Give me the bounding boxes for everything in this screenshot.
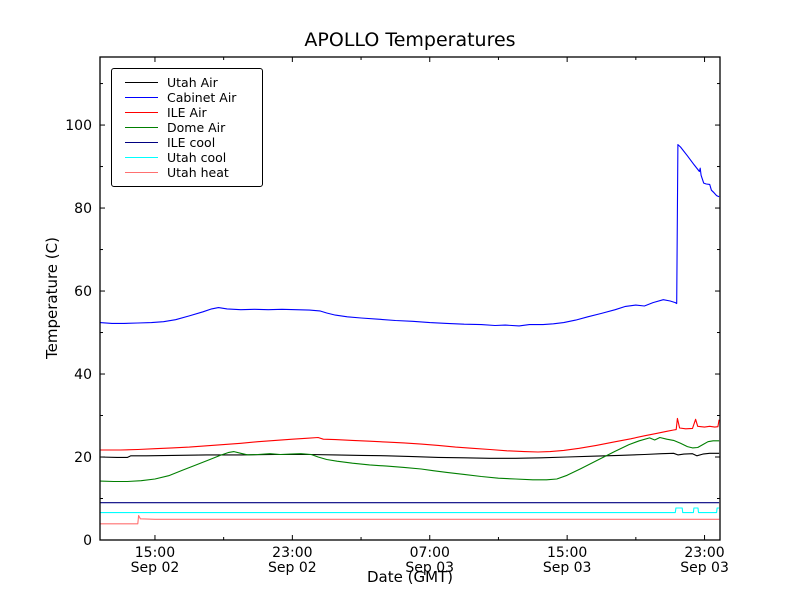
x-tick-label-time: 15:00 (547, 545, 587, 561)
series-line-cabinet-air (99, 144, 720, 327)
legend-label: Utah cool (167, 150, 227, 165)
legend-entry: Utah heat (125, 165, 262, 180)
legend-line-sample (125, 82, 158, 83)
legend-entry: ILE cool (125, 135, 262, 150)
x-tick-label-time: 23:00 (272, 545, 312, 561)
plot-frame (99, 56, 721, 541)
x-tick-label-time: 23:00 (684, 545, 724, 561)
legend-label: Dome Air (167, 120, 226, 135)
legend-line-sample (125, 157, 158, 158)
series-line-utah-cool (100, 507, 720, 514)
x-tick-label-date: Sep 03 (405, 560, 454, 576)
x-tick-label-date: Sep 02 (268, 560, 317, 576)
x-tick-label-date: Sep 03 (543, 560, 592, 576)
legend-entry: Cabinet Air (125, 90, 262, 105)
series-line-utah-heat (100, 514, 720, 525)
legend-label: Cabinet Air (167, 90, 237, 105)
x-tick-label-time: 07:00 (410, 545, 450, 561)
legend-entry: Utah Air (125, 75, 262, 90)
legend-entry: ILE Air (125, 105, 262, 120)
y-tick-label: 40 (74, 367, 92, 383)
series-line-ile-air (100, 417, 720, 453)
y-tick-label: 80 (74, 201, 92, 217)
legend-label: Utah Air (167, 75, 218, 90)
legend-entry: Utah cool (125, 150, 262, 165)
chart-title: APOLLO Temperatures (304, 29, 516, 51)
series-line-utah-air (99, 452, 720, 459)
legend-line-sample (125, 112, 158, 113)
x-axis-label: Date (GMT) (366, 568, 454, 586)
y-tick-label: 60 (74, 284, 92, 300)
series-line-dome-air (99, 436, 720, 483)
legend-entry: Dome Air (125, 120, 262, 135)
legend-label: ILE cool (167, 135, 216, 150)
legend-line-sample (125, 127, 158, 128)
x-tick-label-date: Sep 02 (131, 560, 180, 576)
x-tick-label-time: 15:00 (135, 545, 175, 561)
legend-label: ILE Air (167, 105, 207, 120)
x-tick-label-date: Sep 03 (680, 560, 729, 576)
legend-label: Utah heat (167, 165, 229, 180)
legend: Utah Air Cabinet Air ILE Air Dome Air ILE co… (111, 68, 263, 187)
legend-line-sample (125, 97, 158, 98)
legend-line-sample (125, 172, 158, 173)
legend-line-sample (125, 142, 158, 143)
y-tick-label: 100 (65, 118, 92, 134)
y-tick-label: 0 (83, 533, 92, 549)
y-tick-label: 20 (74, 450, 92, 466)
